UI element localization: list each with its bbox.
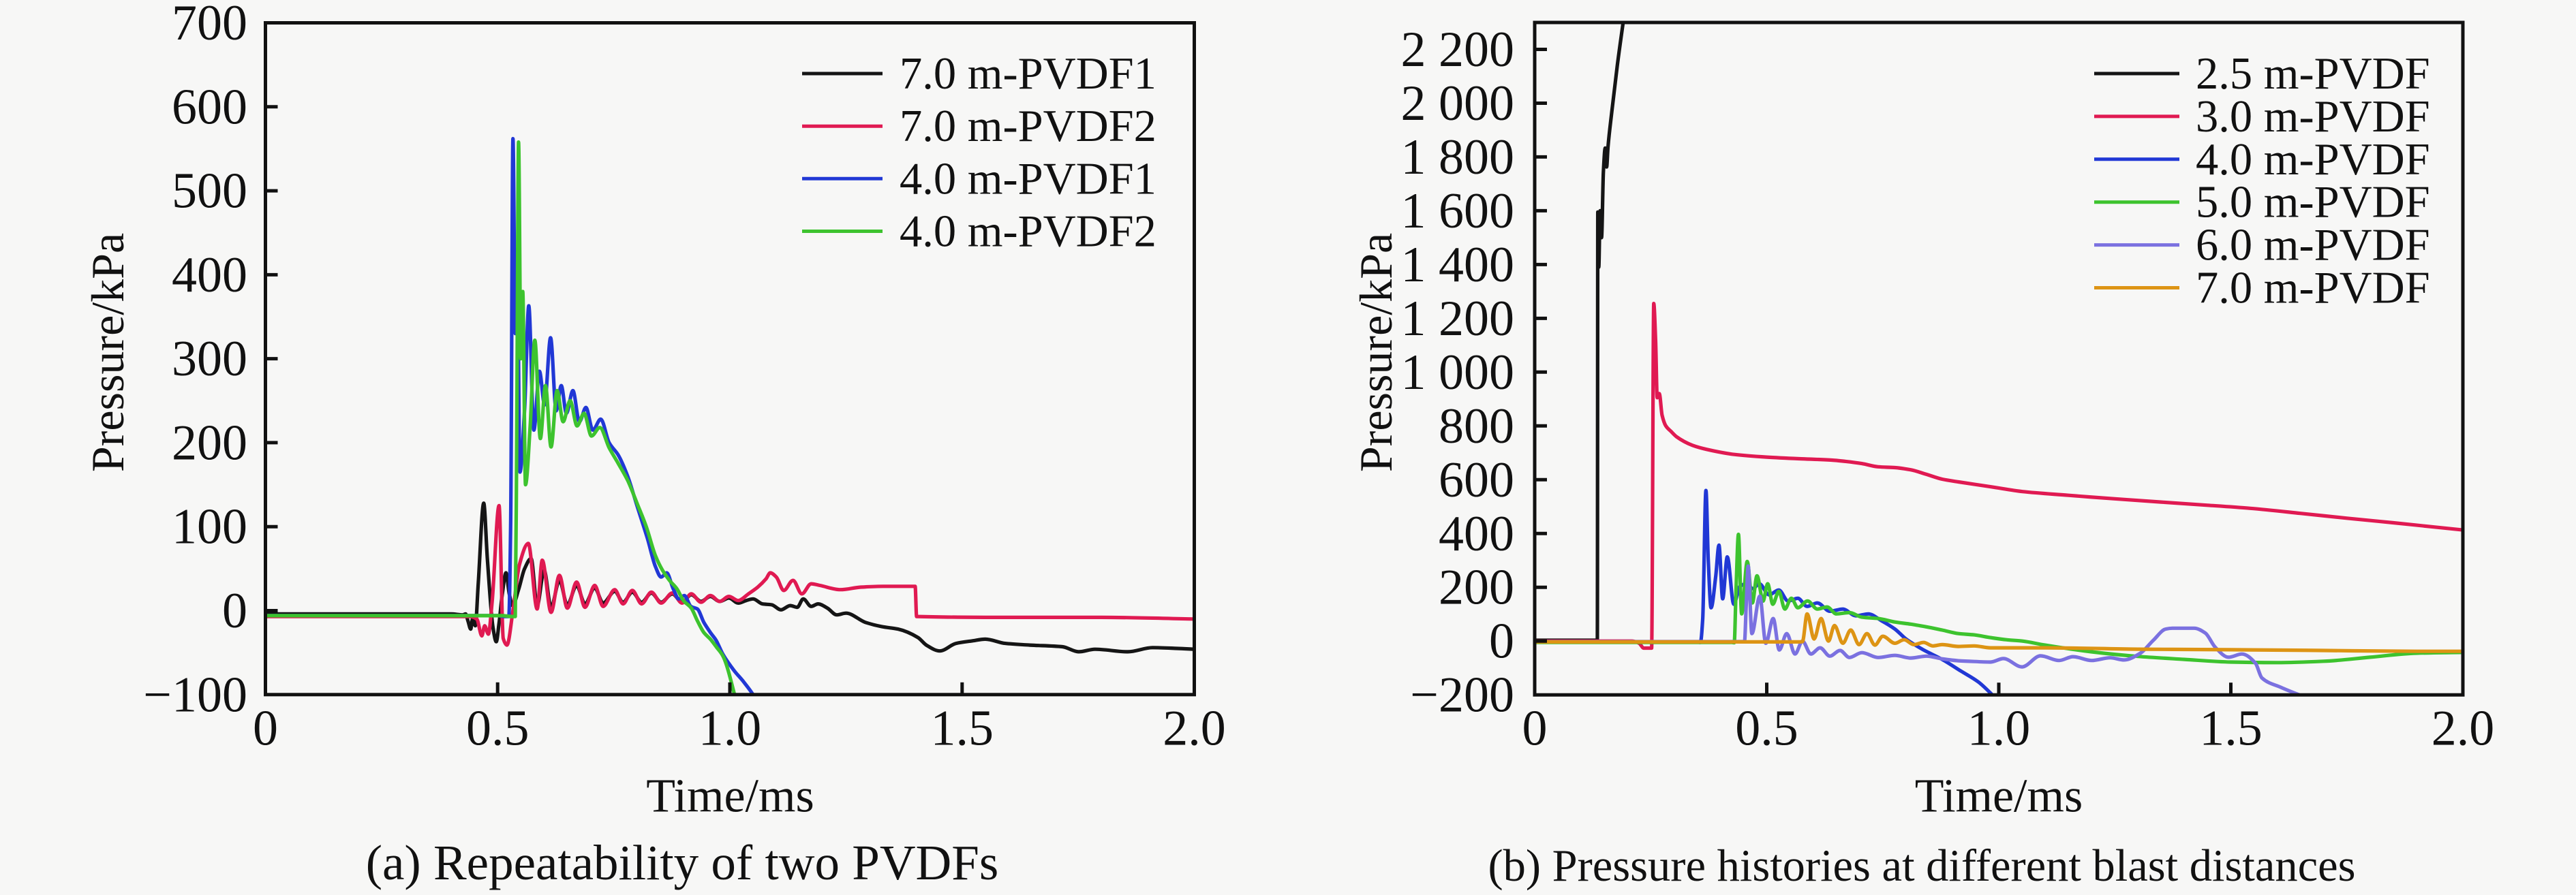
svg-text:3.0 m-PVDF: 3.0 m-PVDF [2196, 92, 2430, 142]
svg-text:4.0 m-PVDF1: 4.0 m-PVDF1 [900, 154, 1156, 204]
svg-text:1.0: 1.0 [699, 701, 762, 757]
svg-text:700: 700 [172, 0, 247, 51]
svg-text:Time/ms: Time/ms [646, 770, 814, 823]
svg-text:Pressure/kPa: Pressure/kPa [82, 233, 134, 472]
svg-text:1.0: 1.0 [1967, 701, 2031, 757]
svg-text:500: 500 [172, 163, 247, 219]
svg-text:2.0: 2.0 [1163, 701, 1226, 757]
svg-text:6.0 m-PVDF: 6.0 m-PVDF [2196, 221, 2430, 270]
svg-text:600: 600 [1439, 452, 1514, 508]
svg-text:400: 400 [1439, 506, 1514, 562]
svg-text:(b) Pressure histories at diff: (b) Pressure histories at different blas… [1488, 841, 2355, 891]
svg-text:2 000: 2 000 [1401, 76, 1515, 131]
svg-text:2.5 m-PVDF: 2.5 m-PVDF [2196, 49, 2430, 99]
svg-text:2.0: 2.0 [2432, 701, 2495, 757]
svg-text:7.0 m-PVDF: 7.0 m-PVDF [2196, 264, 2430, 313]
svg-text:1 400: 1 400 [1401, 237, 1515, 293]
svg-text:1 000: 1 000 [1401, 345, 1515, 401]
svg-text:400: 400 [172, 247, 247, 303]
svg-text:1 200: 1 200 [1401, 291, 1515, 347]
svg-text:0.5: 0.5 [466, 701, 530, 757]
svg-text:1 800: 1 800 [1401, 129, 1515, 185]
svg-text:7.0 m-PVDF2: 7.0 m-PVDF2 [900, 101, 1156, 151]
svg-text:0: 0 [1522, 701, 1548, 757]
svg-text:1.5: 1.5 [2199, 701, 2263, 757]
svg-text:100: 100 [172, 499, 247, 555]
svg-text:300: 300 [172, 331, 247, 387]
svg-text:4.0 m-PVDF2: 4.0 m-PVDF2 [900, 207, 1156, 257]
svg-text:1.5: 1.5 [931, 701, 994, 757]
svg-text:−200: −200 [1410, 668, 1514, 723]
svg-text:800: 800 [1439, 398, 1514, 454]
svg-text:Time/ms: Time/ms [1915, 770, 2083, 823]
svg-text:600: 600 [172, 79, 247, 135]
svg-text:0: 0 [253, 701, 278, 757]
svg-text:−100: −100 [143, 667, 247, 723]
svg-text:7.0 m-PVDF1: 7.0 m-PVDF1 [900, 49, 1156, 99]
svg-text:(a) Repeatability of two PVDFs: (a) Repeatability of two PVDFs [366, 835, 999, 890]
svg-text:200: 200 [172, 415, 247, 471]
svg-text:4.0 m-PVDF: 4.0 m-PVDF [2196, 135, 2430, 185]
svg-text:0.5: 0.5 [1735, 701, 1798, 757]
svg-text:200: 200 [1439, 560, 1514, 616]
svg-text:Pressure/kPa: Pressure/kPa [1350, 233, 1402, 472]
svg-text:1 600: 1 600 [1401, 183, 1515, 239]
svg-text:5.0 m-PVDF: 5.0 m-PVDF [2196, 178, 2430, 227]
svg-text:2 200: 2 200 [1401, 22, 1515, 78]
svg-text:0: 0 [222, 583, 247, 639]
svg-text:0: 0 [1489, 614, 1514, 670]
